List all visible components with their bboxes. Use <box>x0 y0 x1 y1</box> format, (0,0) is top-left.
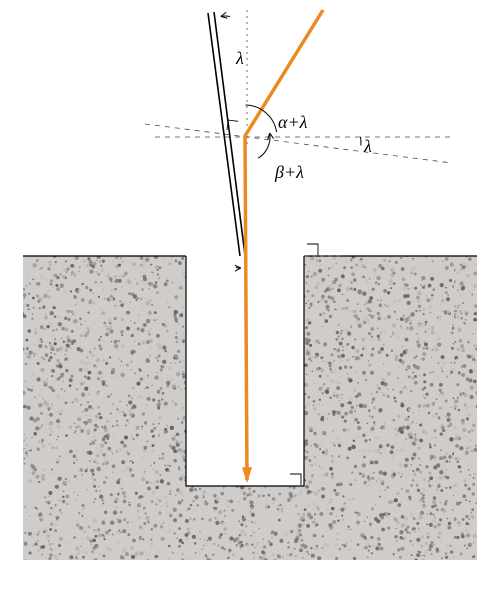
angle-label: λ <box>235 48 244 68</box>
diagram-canvas: λ λ α+λ β+λ <box>0 0 500 591</box>
angle-label: α+λ <box>278 112 308 132</box>
angle-label: β+λ <box>274 162 304 182</box>
angle-label: λ <box>363 136 372 156</box>
arc-lambda-right <box>360 137 361 146</box>
